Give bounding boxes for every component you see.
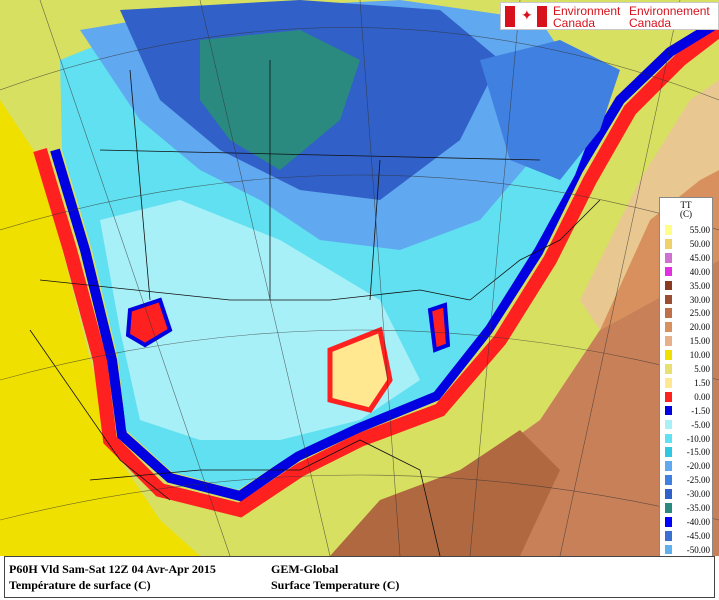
legend-label: 20.00 — [689, 322, 710, 333]
legend-label: 15.00 — [689, 336, 710, 347]
legend-row: 0.00 — [665, 391, 711, 402]
legend-swatch — [665, 516, 672, 527]
great-lake-pocket — [427, 302, 451, 353]
legend-swatch — [665, 433, 672, 444]
legend-swatch — [665, 225, 672, 235]
legend-swatch — [665, 336, 672, 346]
legend-row: -45.00 — [665, 530, 711, 541]
atlantic-ocean-zone — [580, 80, 719, 330]
legend-swatch — [665, 308, 672, 319]
legend-label: -40.00 — [686, 516, 710, 527]
legend-swatch — [665, 238, 672, 249]
legend-swatch — [665, 350, 672, 360]
legend-row: 10.00 — [665, 350, 711, 360]
legend-label: 55.00 — [689, 225, 710, 235]
variable-name-en: Surface Temperature (C) — [271, 578, 400, 592]
legend-unit: (C) — [680, 209, 692, 219]
canada-flag-icon: ✦ — [505, 6, 547, 27]
legend-swatch — [665, 544, 672, 555]
legend-row: -25.00 — [665, 475, 711, 485]
legend-swatch — [665, 405, 672, 416]
plateau-warm-pocket — [125, 297, 173, 348]
legend-label: 40.00 — [689, 266, 710, 277]
country-name-fr: Canada — [629, 16, 672, 30]
country-name-en: Canada — [553, 16, 596, 30]
legend-row: 35.00 — [665, 280, 711, 291]
legend-label: -10.00 — [686, 433, 710, 444]
legend-label: 5.00 — [694, 364, 710, 374]
legend-row: 25.00 — [665, 308, 711, 318]
midwest-warm-pocket — [327, 326, 393, 413]
legend-row: 30.00 — [665, 294, 711, 305]
polar-core-zone — [200, 30, 360, 170]
political-boundaries — [29, 60, 601, 557]
legend-label: -5.00 — [691, 419, 710, 430]
legend-swatch — [665, 419, 672, 430]
labrador-cold-zone — [480, 40, 620, 180]
graticule — [0, 0, 719, 557]
legend-label: 50.00 — [689, 238, 710, 249]
mexico-warm-zone — [330, 430, 560, 556]
legend-row: -10.00 — [665, 433, 711, 444]
legend-label: -15.00 — [686, 447, 710, 458]
legend-swatch — [665, 475, 672, 485]
legend-row: -50.00 — [665, 544, 711, 555]
legend-row: 15.00 — [665, 336, 711, 346]
legend-label: 10.00 — [689, 350, 710, 361]
legend-swatch — [665, 266, 672, 277]
legend-swatch — [665, 294, 672, 305]
legend-row: -5.00 — [665, 419, 711, 430]
color-legend: TT (C) 55.00 50.00 45.00 40.00 35.00 30.00 25.… — [659, 197, 713, 575]
agency-name-fr: Environnement — [629, 4, 710, 18]
variable-name-fr: Température de surface (C) — [9, 578, 151, 592]
legend-label: -20.00 — [686, 461, 710, 472]
freezing-line-blue — [50, 17, 719, 502]
legend-row: -35.00 — [665, 503, 711, 513]
legend-label: -1.50 — [691, 405, 710, 416]
legend-label: 1.50 — [694, 377, 710, 388]
legend-swatch — [665, 252, 672, 263]
legend-label: 30.00 — [689, 294, 710, 305]
legend-label: -35.00 — [686, 503, 710, 513]
legend-label: 0.00 — [694, 391, 710, 402]
legend-label: -50.00 — [686, 544, 710, 555]
legend-row: -15.00 — [665, 447, 711, 457]
legend-swatch — [665, 503, 672, 513]
legend-row: 1.50 — [665, 377, 711, 388]
legend-row: 20.00 — [665, 322, 711, 332]
legend-label: -25.00 — [686, 475, 710, 486]
legend-label: 25.00 — [689, 308, 710, 319]
legend-row: 55.00 — [665, 225, 711, 235]
legend-row: 5.00 — [665, 364, 711, 374]
legend-swatch — [665, 530, 672, 541]
legend-label: 35.00 — [689, 280, 710, 291]
legend-row: -30.00 — [665, 489, 711, 499]
legend-swatch — [665, 322, 672, 333]
agency-name-en: Environment — [553, 4, 621, 18]
legend-swatch — [665, 364, 672, 374]
legend-swatch — [665, 377, 672, 388]
legend-variable: TT — [680, 200, 692, 210]
legend-row: -1.50 — [665, 405, 711, 416]
agency-logo: ✦ Environment Environnement Canada Canad… — [500, 2, 719, 30]
legend-row: -40.00 — [665, 516, 711, 527]
model-name: GEM-Global — [271, 562, 339, 576]
legend-swatch — [665, 461, 672, 472]
legend-row: -20.00 — [665, 461, 711, 471]
legend-label: 45.00 — [689, 252, 710, 263]
legend-label: -30.00 — [686, 489, 710, 500]
validity-time: P60H Vld Sam-Sat 12Z 04 Avr-Apr 2015 — [9, 562, 216, 576]
legend-row: 40.00 — [665, 266, 711, 277]
legend-swatch — [665, 489, 672, 499]
legend-swatch — [665, 280, 672, 291]
map-caption: P60H Vld Sam-Sat 12Z 04 Avr-Apr 2015 GEM… — [4, 556, 715, 598]
legend-row: 45.00 — [665, 252, 711, 263]
legend-swatch — [665, 447, 672, 458]
legend-row: 50.00 — [665, 238, 711, 249]
legend-label: -45.00 — [686, 530, 710, 541]
legend-swatch — [665, 391, 672, 402]
pacific-warm-zone — [0, 100, 200, 556]
